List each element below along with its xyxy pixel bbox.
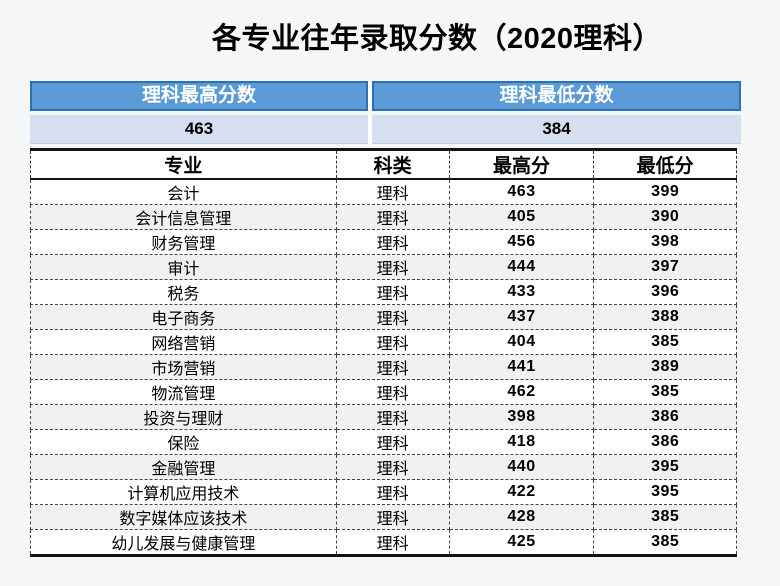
cell-category: 理科	[335, 379, 450, 405]
table-row: 投资与理财 理科 398 386	[30, 404, 737, 430]
table-row: 金融管理 理科 440 395	[30, 454, 737, 480]
cell-major: 税务	[30, 279, 337, 305]
cell-major: 审计	[30, 254, 337, 280]
cell-category: 理科	[335, 504, 450, 530]
col-header-major: 专业	[30, 149, 337, 180]
cell-max-score: 440	[448, 454, 595, 480]
cell-major: 网络营销	[30, 329, 337, 355]
cell-max-score: 398	[448, 404, 595, 430]
cell-max-score: 404	[448, 329, 595, 355]
cell-min-score: 390	[593, 204, 737, 230]
cell-max-score: 418	[448, 429, 595, 455]
cell-max-score: 433	[448, 279, 595, 305]
cell-min-score: 385	[593, 504, 737, 530]
scores-table: 专业 科类 最高分 最低分 会计 理科 463 399 会计信息管理 理科 405 390 财务管理理…	[30, 148, 737, 557]
cell-min-score: 385	[593, 329, 737, 355]
cell-min-score: 397	[593, 254, 737, 280]
summary-header-row: 理科最高分数 理科最低分数	[30, 81, 741, 111]
cell-max-score: 428	[448, 504, 595, 530]
cell-max-score: 444	[448, 254, 595, 280]
cell-category: 理科	[335, 479, 450, 505]
table-row: 物流管理 理科 462 385	[30, 379, 737, 405]
table-row: 审计 理科 444 397	[30, 254, 737, 280]
table-row: 幼儿发展与健康管理 理科 425 385	[30, 529, 737, 556]
cell-min-score: 386	[593, 429, 737, 455]
cell-major: 财务管理	[30, 229, 337, 255]
summary-value-min: 384	[372, 115, 741, 144]
summary-header-min: 理科最低分数	[372, 81, 741, 111]
summary-value-max: 463	[30, 115, 368, 144]
cell-major: 投资与理财	[30, 404, 337, 430]
cell-major: 保险	[30, 429, 337, 455]
table-row: 数字媒体应该技术 理科 428 385	[30, 504, 737, 530]
table-row: 电子商务 理科 437 388	[30, 304, 737, 330]
scores-table-body: 会计 理科 463 399 会计信息管理 理科 405 390 财务管理 理科 456 398 审计 理科…	[30, 178, 737, 556]
cell-min-score: 385	[593, 529, 737, 556]
table-row: 会计信息管理 理科 405 390	[30, 204, 737, 230]
table-row: 市场营销 理科 441 389	[30, 354, 737, 380]
table-header-row: 专业 科类 最高分 最低分	[30, 149, 737, 180]
col-header-min-score: 最低分	[593, 149, 737, 180]
summary-value-row: 463 384	[30, 115, 741, 144]
table-row: 保险 理科 418 386	[30, 429, 737, 455]
table-row: 会计 理科 463 399	[30, 178, 737, 205]
cell-category: 理科	[335, 429, 450, 455]
cell-category: 理科	[335, 204, 450, 230]
cell-max-score: 405	[448, 204, 595, 230]
cell-min-score: 385	[593, 379, 737, 405]
cell-min-score: 395	[593, 479, 737, 505]
summary-header-max: 理科最高分数	[30, 81, 368, 111]
cell-major: 数字媒体应该技术	[30, 504, 337, 530]
table-row: 财务管理 理科 456 398	[30, 229, 737, 255]
cell-min-score: 398	[593, 229, 737, 255]
cell-category: 理科	[335, 229, 450, 255]
cell-max-score: 456	[448, 229, 595, 255]
cell-max-score: 422	[448, 479, 595, 505]
cell-max-score: 462	[448, 379, 595, 405]
col-header-category: 科类	[335, 149, 450, 180]
cell-major: 会计	[30, 178, 337, 205]
cell-category: 理科	[335, 329, 450, 355]
cell-min-score: 396	[593, 279, 737, 305]
table-row: 网络营销 理科 404 385	[30, 329, 737, 355]
cell-category: 理科	[335, 279, 450, 305]
cell-major: 市场营销	[30, 354, 337, 380]
cell-min-score: 389	[593, 354, 737, 380]
cell-category: 理科	[335, 454, 450, 480]
cell-max-score: 437	[448, 304, 595, 330]
cell-major: 金融管理	[30, 454, 337, 480]
cell-category: 理科	[335, 254, 450, 280]
cell-min-score: 386	[593, 404, 737, 430]
cell-min-score: 399	[593, 178, 737, 205]
cell-major: 幼儿发展与健康管理	[30, 529, 337, 556]
cell-max-score: 425	[448, 529, 595, 556]
cell-category: 理科	[335, 529, 450, 556]
cell-category: 理科	[335, 178, 450, 205]
cell-major: 会计信息管理	[30, 204, 337, 230]
cell-major: 计算机应用技术	[30, 479, 337, 505]
cell-major: 物流管理	[30, 379, 337, 405]
col-header-max-score: 最高分	[448, 149, 594, 180]
cell-max-score: 463	[448, 178, 595, 205]
cell-category: 理科	[335, 404, 450, 430]
cell-major: 电子商务	[30, 304, 337, 330]
cell-category: 理科	[335, 304, 450, 330]
cell-min-score: 395	[593, 454, 737, 480]
cell-category: 理科	[335, 354, 450, 380]
table-row: 税务 理科 433 396	[30, 279, 737, 305]
page-title: 各专业往年录取分数（2020理科）	[211, 23, 662, 55]
cell-max-score: 441	[448, 354, 595, 380]
table-row: 计算机应用技术 理科 422 395	[30, 479, 737, 505]
cell-min-score: 388	[593, 304, 737, 330]
scores-table-head: 专业 科类 最高分 最低分	[30, 149, 737, 180]
